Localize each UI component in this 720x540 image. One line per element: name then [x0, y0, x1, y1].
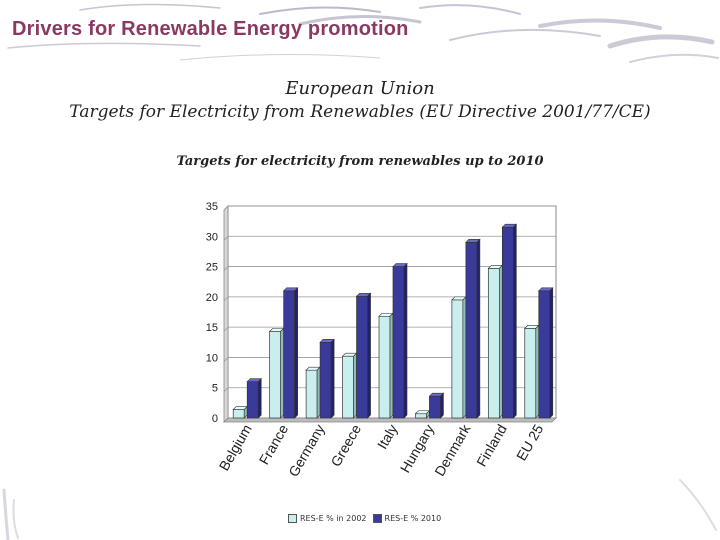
heading-line-2: Targets for Electricity from Renewables …	[69, 102, 651, 122]
y-tick-label: 5	[212, 383, 218, 395]
legend-label-2010: RES-E % 2010	[384, 514, 442, 523]
bar-2010	[319, 341, 332, 419]
legend-item-2002: RES-E % in 2002	[288, 514, 367, 523]
x-tick-label: Finland	[473, 422, 510, 470]
bar-2010-side	[403, 262, 408, 419]
bar-2002	[232, 409, 245, 419]
bar-2002-side	[280, 327, 284, 419]
y-tick-label: 20	[206, 292, 218, 304]
legend-swatch-2010	[372, 514, 382, 523]
bar-2010	[283, 290, 296, 419]
x-tick-label: Denmark	[431, 421, 474, 479]
gridline-wall	[223, 205, 229, 211]
legend-label-2002: RES-E % in 2002	[300, 514, 367, 523]
bar-2002-side	[316, 366, 321, 419]
gridline-wall	[223, 326, 229, 332]
heading-line-1: European Union	[285, 78, 435, 99]
bar-2010-side	[440, 392, 444, 419]
y-tick-label: 10	[206, 352, 218, 364]
x-tick-label: Italy	[374, 422, 401, 452]
bar-2010	[246, 381, 259, 419]
gridline-wall	[223, 387, 229, 392]
bar-2002-side	[462, 296, 467, 419]
bar-2010	[356, 295, 368, 419]
bar-2010	[501, 226, 514, 419]
bar-2002-side	[499, 264, 503, 419]
bar-2010	[465, 241, 478, 419]
plot-floor	[223, 417, 557, 423]
legend-swatch-2002	[288, 514, 297, 523]
bar-2002	[451, 299, 464, 419]
bar-2010-side	[549, 287, 554, 419]
gridline-wall	[223, 236, 229, 241]
y-tick-label: 15	[206, 322, 218, 334]
bar-2010	[538, 290, 551, 419]
bar-2010	[392, 266, 405, 419]
bar-2010-side	[294, 287, 298, 419]
gridline-wall	[223, 357, 229, 362]
y-tick-label: 35	[206, 201, 218, 213]
bar-2010-side	[367, 292, 371, 419]
bar-2002-side	[389, 312, 394, 419]
x-tick-label: Belgium	[216, 422, 255, 474]
gridline-wall	[223, 266, 229, 271]
bar-2002-side	[535, 324, 540, 419]
bar-2010	[429, 395, 441, 419]
x-tick-label: France	[256, 421, 292, 467]
slide-title: Drivers for Renewable Energy promotion	[12, 18, 409, 40]
bar-2002	[269, 331, 282, 419]
y-tick-label: 0	[212, 413, 218, 425]
y-tick-label: 25	[206, 262, 218, 274]
bar-2002	[487, 268, 500, 419]
x-tick-label: Hungary	[397, 422, 437, 476]
x-tick-label: EU 25	[513, 421, 546, 463]
bar-2010-side	[513, 223, 517, 419]
gridline-wall	[223, 296, 229, 302]
bar-2002-side	[353, 352, 357, 419]
bar-2002	[305, 369, 318, 419]
legend-item-2010: RES-E % 2010	[372, 514, 442, 523]
x-tick-label: Greece	[327, 421, 364, 469]
bar-2010-side	[476, 238, 481, 419]
x-tick-label: Germany	[285, 422, 328, 480]
bar-2002	[378, 315, 391, 419]
y-tick-label: 30	[206, 231, 218, 243]
bar-2002	[524, 328, 537, 419]
chart-title: Targets for electricity from renewables …	[176, 154, 544, 169]
bar-2010-side	[257, 377, 262, 419]
bar-2002	[415, 413, 427, 419]
bar-2010-side	[330, 338, 335, 419]
bar-2002	[342, 355, 354, 419]
chart-legend: RES-E % in 2002 RES-E % 2010	[288, 514, 447, 523]
